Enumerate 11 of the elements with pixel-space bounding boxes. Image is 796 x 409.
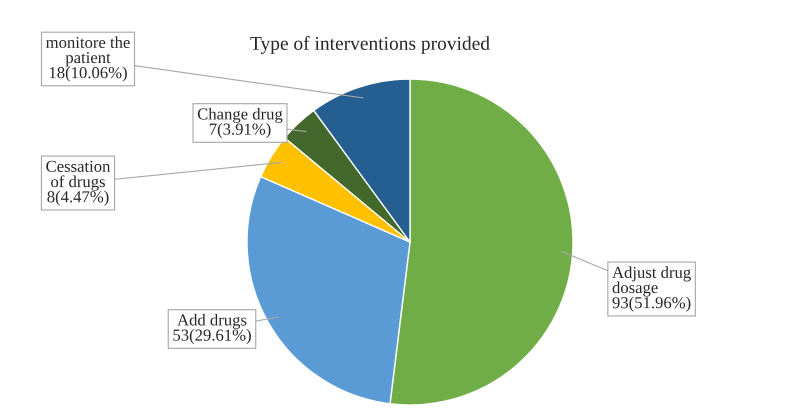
data-label: 93(51.96%) <box>612 296 690 312</box>
slice-label: Adjust drug dosage <box>612 266 691 297</box>
slice-label: Add drugs <box>177 314 246 330</box>
data-label: 53(29.61%) <box>173 329 251 344</box>
data-label: 7(3.91%) <box>210 123 271 138</box>
slice-label: Change drug <box>198 108 282 124</box>
slice-label: Cessation of drugs <box>46 160 110 191</box>
chart-title: Type of interventions provided <box>250 36 490 54</box>
data-label: 18(10.06%) <box>50 66 127 82</box>
data-label: 8(4.47%) <box>47 190 109 206</box>
slice-label: monitore the patient <box>46 36 130 67</box>
